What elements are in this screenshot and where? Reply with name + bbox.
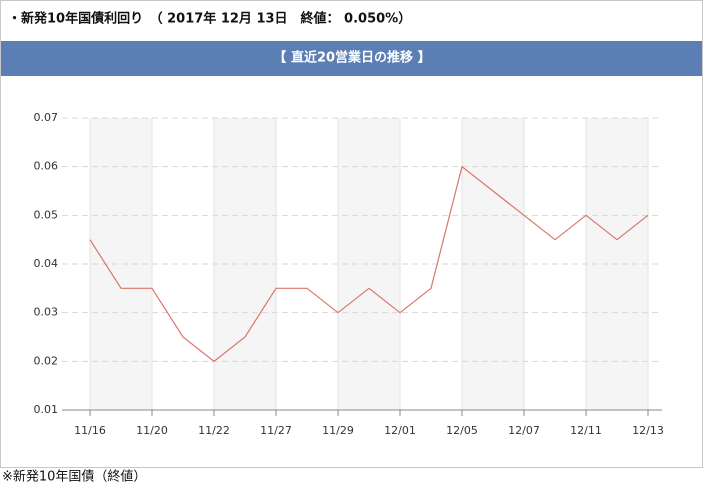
y-tick-label: 0.07 xyxy=(34,111,59,124)
band xyxy=(90,118,152,410)
chart-subtitle: 【 直近20営業日の推移 】 xyxy=(273,50,430,66)
line xyxy=(89,165,649,363)
x-tick-label: 11/29 xyxy=(322,424,354,437)
band xyxy=(338,118,400,410)
x-tick-label: 11/27 xyxy=(260,424,292,437)
x-tick-label: 12/07 xyxy=(508,424,540,437)
footnote: ※新発10年国債（終値） xyxy=(2,469,146,485)
y-tick-label: 0.05 xyxy=(34,208,59,221)
x-tick-label: 12/13 xyxy=(632,424,664,437)
y-tick-label: 0.01 xyxy=(34,403,59,416)
x-tick-label: 12/05 xyxy=(446,424,478,437)
y-tick-label: 0.04 xyxy=(34,257,59,270)
x-tick-label: 12/01 xyxy=(384,424,416,437)
subtitle-bar xyxy=(1,41,702,76)
y-tick-label: 0.03 xyxy=(34,306,59,319)
y-tick-label: 0.02 xyxy=(34,354,59,367)
x-tick-label: 12/11 xyxy=(570,424,602,437)
x-tick-label: 11/20 xyxy=(136,424,168,437)
x-tick-label: 11/16 xyxy=(74,424,106,437)
chart-title: ・新発10年国債利回り （ 2017年 12月 13日 終値： 0.050%） xyxy=(8,11,411,27)
x-tick-label: 11/22 xyxy=(198,424,230,437)
y-tick-label: 0.06 xyxy=(34,160,59,173)
